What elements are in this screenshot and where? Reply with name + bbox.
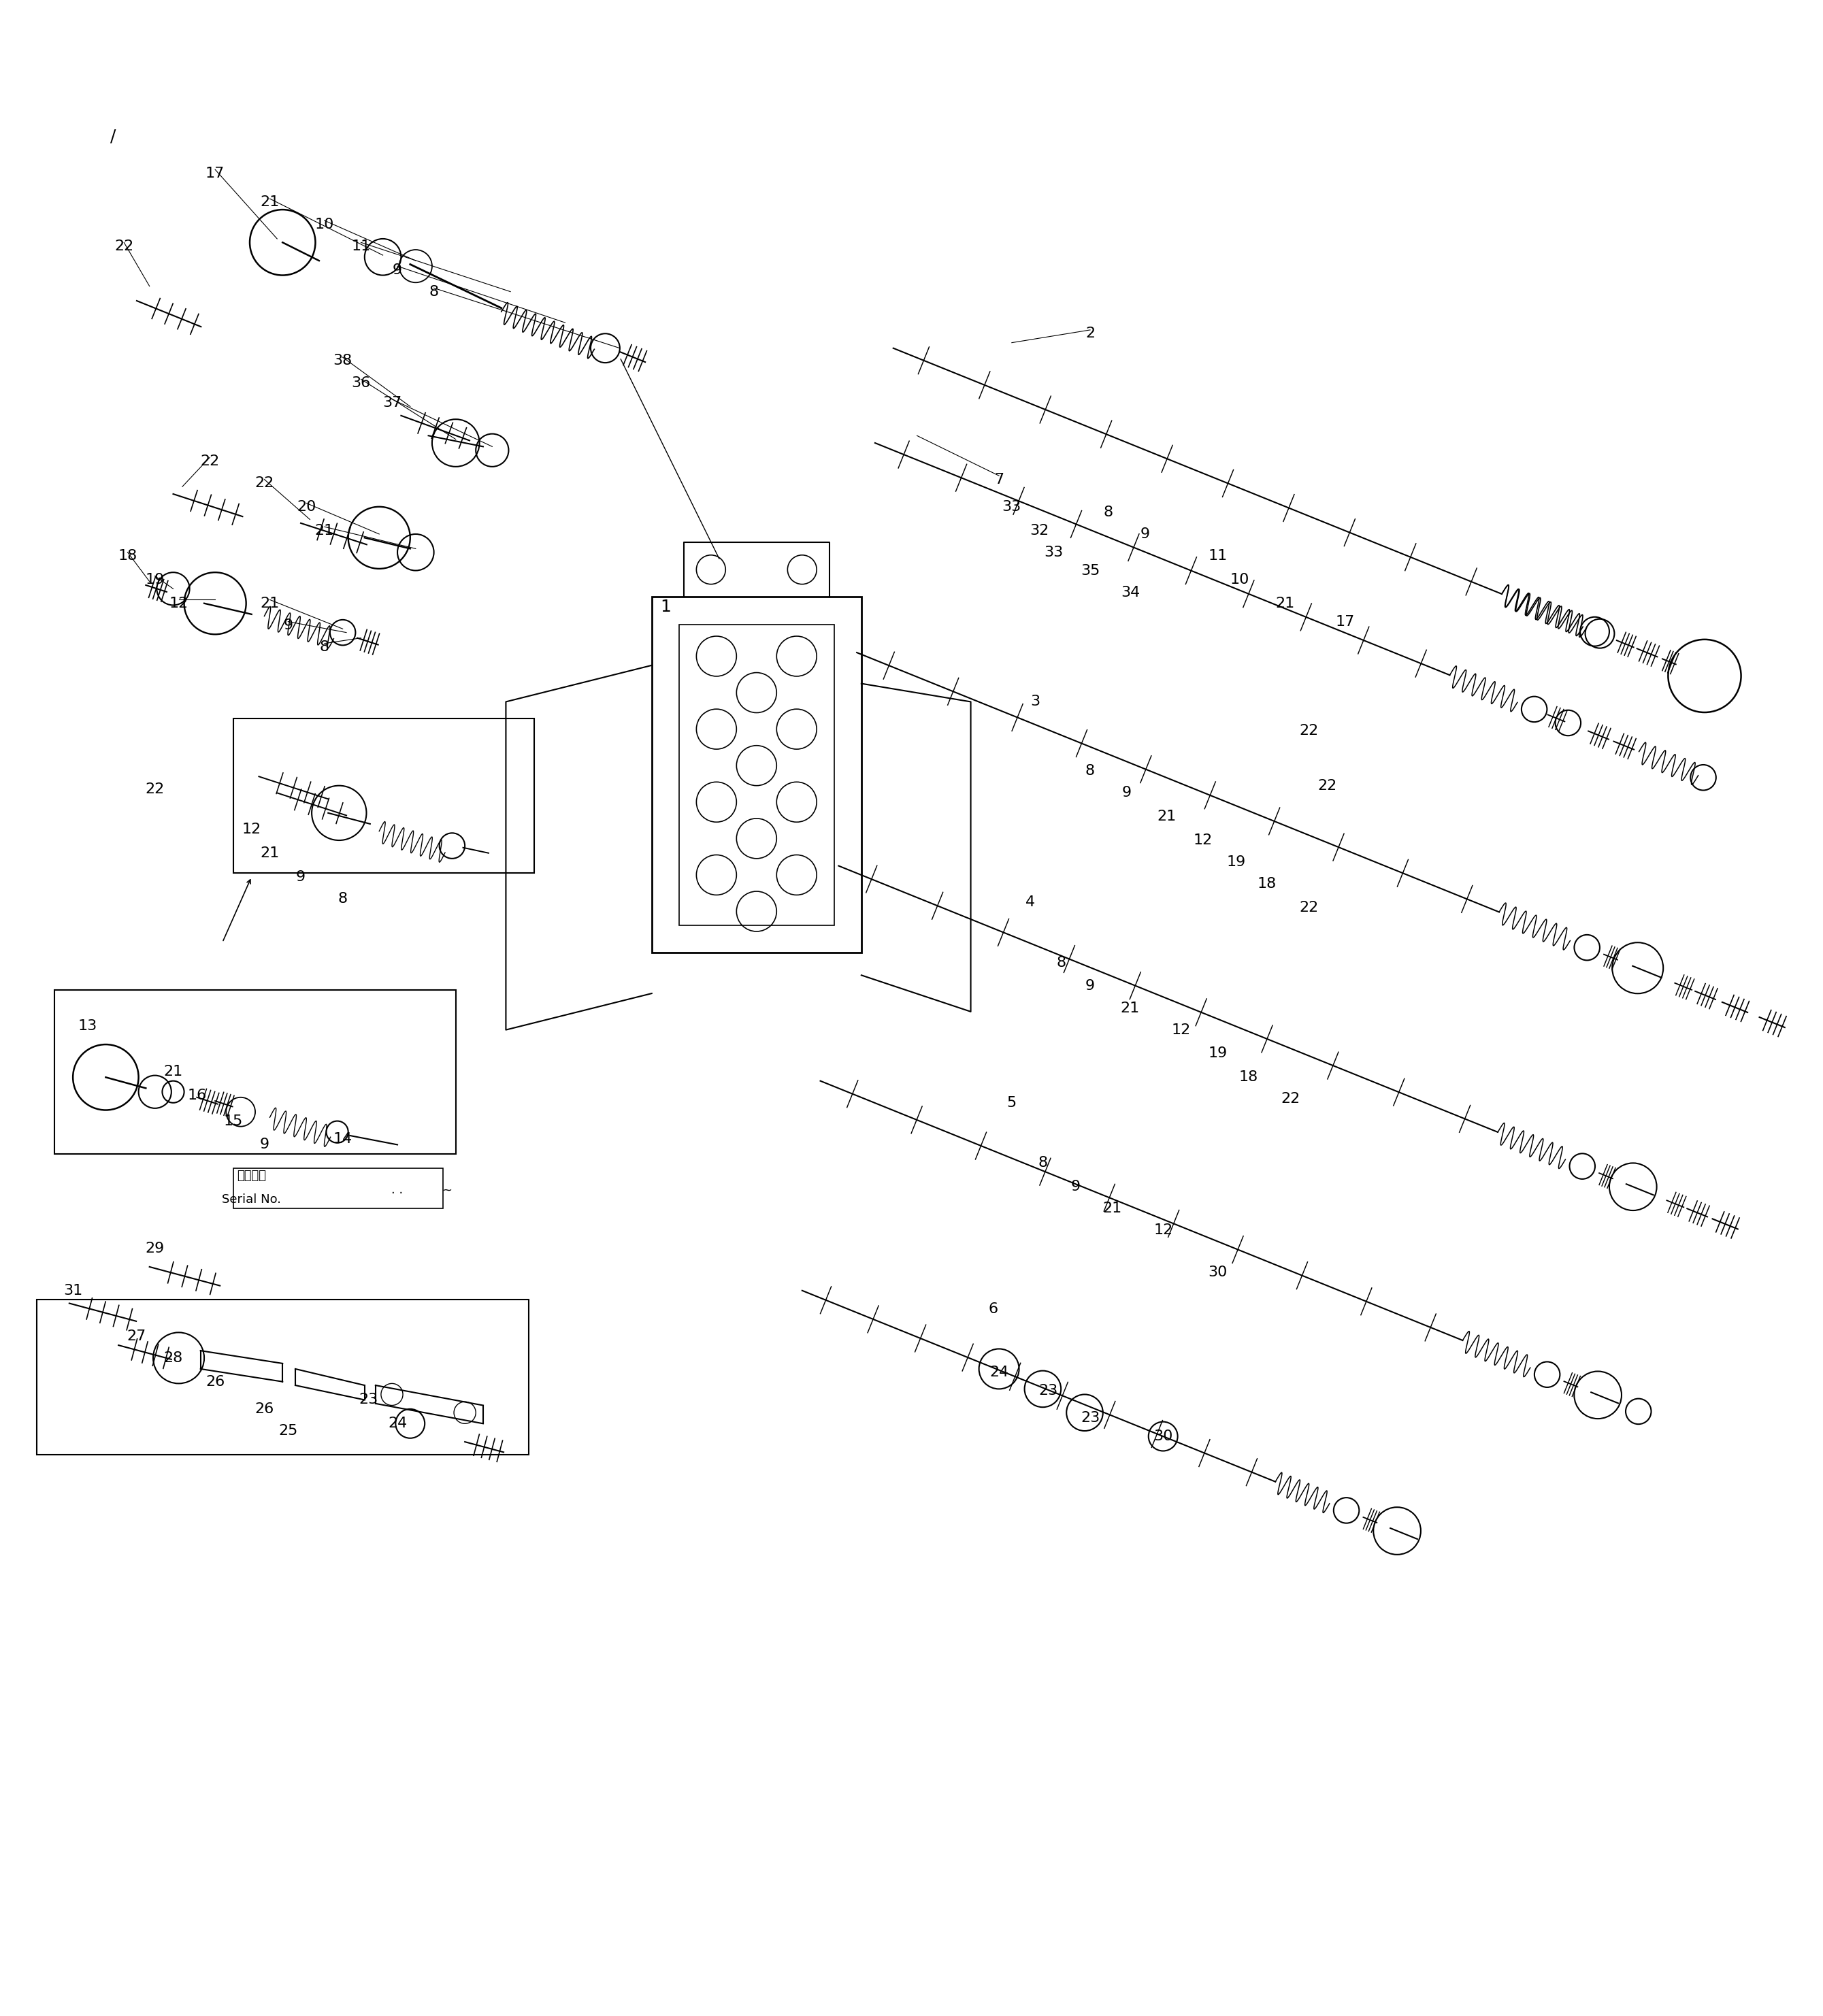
Text: 9: 9: [1070, 1179, 1081, 1193]
Text: 10: 10: [1231, 573, 1249, 587]
Text: 30: 30: [1154, 1429, 1172, 1443]
Text: 12: 12: [242, 823, 261, 837]
Text: 6: 6: [988, 1302, 999, 1316]
Bar: [653, 597, 860, 952]
Bar: [36, 1300, 529, 1456]
Text: 19: 19: [1209, 1046, 1227, 1060]
Text: 25: 25: [279, 1423, 297, 1437]
Text: 22: 22: [1282, 1093, 1300, 1107]
Text: 29: 29: [146, 1242, 164, 1256]
Text: 22: 22: [146, 782, 164, 796]
Text: 16: 16: [188, 1089, 206, 1103]
Text: 8: 8: [428, 284, 439, 298]
Text: 3: 3: [1030, 696, 1041, 708]
Text: 8: 8: [1037, 1155, 1048, 1169]
Text: 9: 9: [1121, 786, 1132, 800]
Text: 8: 8: [1056, 956, 1066, 970]
Text: 2: 2: [1085, 327, 1096, 341]
Text: 1: 1: [660, 599, 671, 615]
Bar: [233, 1169, 443, 1208]
Text: 7: 7: [994, 472, 1004, 486]
Text: 26: 26: [206, 1375, 224, 1389]
Bar: [233, 718, 534, 873]
Text: 23: 23: [1039, 1383, 1057, 1397]
Text: 21: 21: [1103, 1202, 1121, 1216]
Text: 17: 17: [1336, 615, 1354, 629]
Text: 9: 9: [283, 619, 294, 633]
Bar: [678, 625, 835, 925]
Text: 33: 33: [1003, 500, 1021, 514]
Text: /: /: [109, 129, 117, 145]
Text: 35: 35: [1081, 564, 1099, 577]
Text: 19: 19: [146, 573, 164, 587]
Text: 30: 30: [1209, 1266, 1227, 1278]
Text: 22: 22: [115, 240, 133, 252]
Text: 12: 12: [1172, 1022, 1190, 1036]
Text: 18: 18: [1258, 877, 1276, 891]
Text: 33: 33: [1045, 546, 1063, 558]
Text: 21: 21: [261, 847, 279, 861]
Text: 22: 22: [1300, 724, 1318, 738]
Text: 21: 21: [164, 1064, 182, 1079]
Text: Serial No.: Serial No.: [222, 1193, 281, 1206]
Text: 9: 9: [259, 1137, 270, 1151]
Text: 17: 17: [206, 167, 224, 179]
Text: 38: 38: [334, 355, 352, 367]
Text: 8: 8: [1085, 764, 1096, 778]
Text: 21: 21: [1158, 810, 1176, 823]
Text: 適用号機: 適用号機: [237, 1169, 266, 1181]
Text: 12: 12: [1194, 833, 1212, 847]
Text: 8: 8: [1103, 506, 1114, 518]
Bar: [55, 990, 456, 1153]
Text: 21: 21: [261, 196, 279, 210]
Text: 11: 11: [1209, 548, 1227, 562]
Text: 8: 8: [319, 641, 330, 653]
Text: 22: 22: [255, 476, 273, 490]
Text: 18: 18: [118, 548, 137, 562]
Text: 14: 14: [334, 1133, 352, 1145]
Text: 34: 34: [1121, 585, 1139, 599]
Text: 22: 22: [1300, 901, 1318, 915]
Text: 5: 5: [1006, 1097, 1017, 1109]
Text: 31: 31: [64, 1284, 82, 1298]
Text: 12: 12: [170, 597, 188, 611]
Text: 22: 22: [1318, 778, 1336, 792]
Text: 13: 13: [78, 1020, 97, 1032]
Text: 27: 27: [128, 1329, 146, 1343]
Text: 10: 10: [315, 218, 334, 232]
Text: 19: 19: [1227, 855, 1245, 869]
Text: 20: 20: [297, 500, 315, 514]
Text: . .: . .: [392, 1183, 403, 1195]
Text: 9: 9: [1085, 980, 1096, 994]
Text: 26: 26: [255, 1403, 273, 1415]
Text: 21: 21: [261, 597, 279, 611]
Text: 21: 21: [1276, 597, 1294, 611]
Text: 37: 37: [383, 395, 401, 409]
Text: 8: 8: [337, 891, 348, 905]
Text: 32: 32: [1030, 524, 1048, 536]
Text: 4: 4: [1025, 895, 1035, 909]
Text: 22: 22: [201, 454, 219, 468]
Text: 21: 21: [1121, 1002, 1139, 1014]
Text: 28: 28: [164, 1351, 182, 1365]
Text: 9: 9: [392, 262, 403, 276]
Text: 9: 9: [1139, 528, 1150, 540]
Text: 23: 23: [1081, 1411, 1099, 1425]
Text: 24: 24: [388, 1417, 407, 1431]
Text: 12: 12: [1154, 1224, 1172, 1238]
Text: 9: 9: [295, 871, 306, 883]
Text: 21: 21: [315, 524, 334, 536]
Text: 11: 11: [352, 240, 370, 252]
Text: 23: 23: [359, 1393, 377, 1407]
Text: 15: 15: [224, 1115, 242, 1127]
Text: 24: 24: [990, 1365, 1008, 1379]
Text: ~: ~: [441, 1183, 452, 1195]
Text: 36: 36: [352, 377, 370, 389]
Text: 18: 18: [1240, 1070, 1258, 1085]
